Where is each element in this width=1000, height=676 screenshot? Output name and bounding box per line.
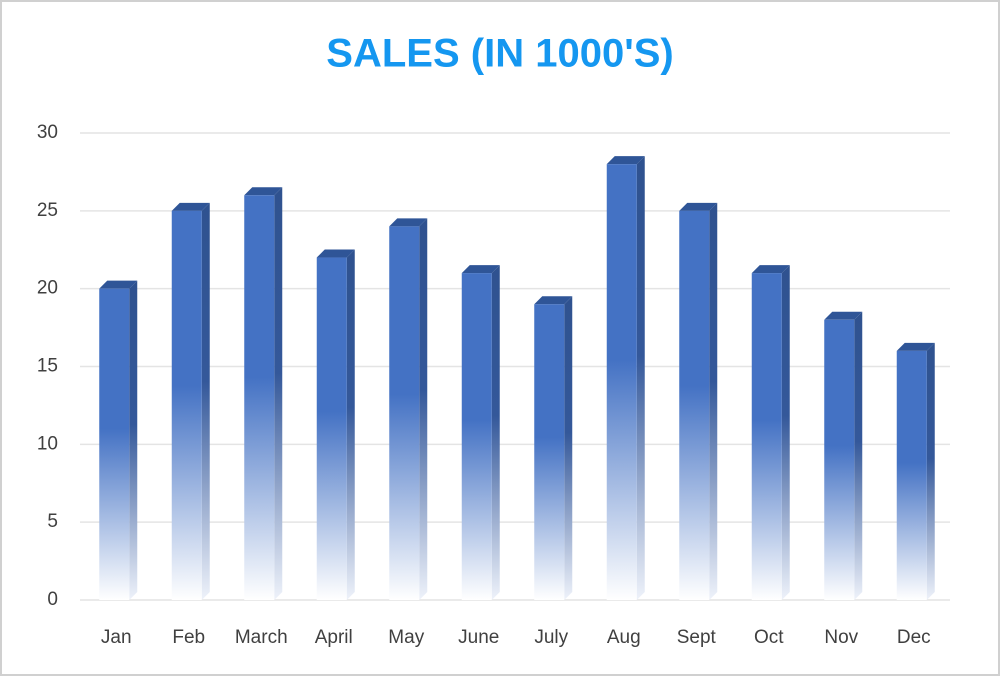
y-tick-label: 30 — [37, 122, 58, 143]
bar-top — [171, 202, 210, 211]
bar — [824, 311, 863, 600]
bar-front — [534, 304, 565, 600]
bar-side — [491, 265, 500, 600]
bar-top — [824, 311, 863, 320]
bar-top — [896, 342, 935, 351]
bar — [606, 156, 645, 600]
bar-front — [316, 257, 347, 600]
x-tick-label: Aug — [607, 627, 641, 648]
bar-top — [606, 156, 645, 165]
y-tick-label: 5 — [47, 511, 58, 532]
bar-top — [316, 249, 355, 258]
x-tick-label: July — [534, 627, 568, 648]
x-tick-label: Oct — [754, 627, 784, 648]
bar — [244, 187, 283, 600]
x-tick-label: Sept — [677, 627, 717, 648]
y-tick-label: 0 — [47, 589, 58, 610]
bar-top — [244, 187, 283, 196]
x-tick-label: May — [388, 627, 424, 648]
bar-front — [461, 273, 492, 600]
bar — [679, 202, 718, 601]
x-tick-label: March — [235, 627, 288, 648]
bar — [99, 280, 138, 600]
y-tick-label: 20 — [37, 278, 58, 299]
y-tick-label: 15 — [37, 356, 58, 377]
bar-side — [926, 342, 935, 600]
bar-side — [419, 218, 428, 600]
x-tick-label: Jan — [101, 627, 132, 648]
bar — [389, 218, 428, 600]
bar-front — [389, 226, 420, 600]
bar — [171, 202, 210, 601]
bar-front — [751, 273, 782, 600]
bar-side — [564, 296, 573, 600]
x-tick-label: June — [458, 627, 499, 648]
bar-front — [679, 210, 710, 601]
x-tick-label: April — [315, 627, 353, 648]
bar-side — [709, 202, 718, 601]
bar-top — [461, 265, 500, 274]
y-tick-label: 25 — [37, 200, 58, 221]
bar-top — [679, 202, 718, 211]
bar-side — [854, 311, 863, 600]
bar-side — [129, 280, 138, 600]
x-tick-label: Nov — [824, 627, 858, 648]
bar — [534, 296, 573, 600]
bar-top — [751, 265, 790, 274]
bar — [896, 342, 935, 600]
bar-front — [244, 195, 275, 600]
bar-front — [824, 319, 855, 600]
bar-top — [99, 280, 138, 289]
bar — [316, 249, 355, 601]
bar-front — [896, 350, 927, 600]
bar-front — [99, 288, 130, 600]
bar-front — [171, 210, 202, 601]
bar-top — [389, 218, 428, 227]
bar-side — [636, 156, 645, 600]
bar-side — [781, 265, 790, 600]
x-tick-label: Feb — [172, 627, 205, 648]
bar-front — [606, 164, 637, 600]
bar-side — [346, 249, 355, 601]
bar-top — [534, 296, 573, 305]
bar — [751, 265, 790, 600]
bar-side — [274, 187, 283, 600]
bar — [461, 265, 500, 600]
chart-title: SALES (IN 1000'S) — [326, 32, 673, 76]
y-tick-label: 10 — [37, 433, 58, 454]
bar-side — [201, 202, 210, 601]
x-tick-label: Dec — [897, 627, 931, 648]
